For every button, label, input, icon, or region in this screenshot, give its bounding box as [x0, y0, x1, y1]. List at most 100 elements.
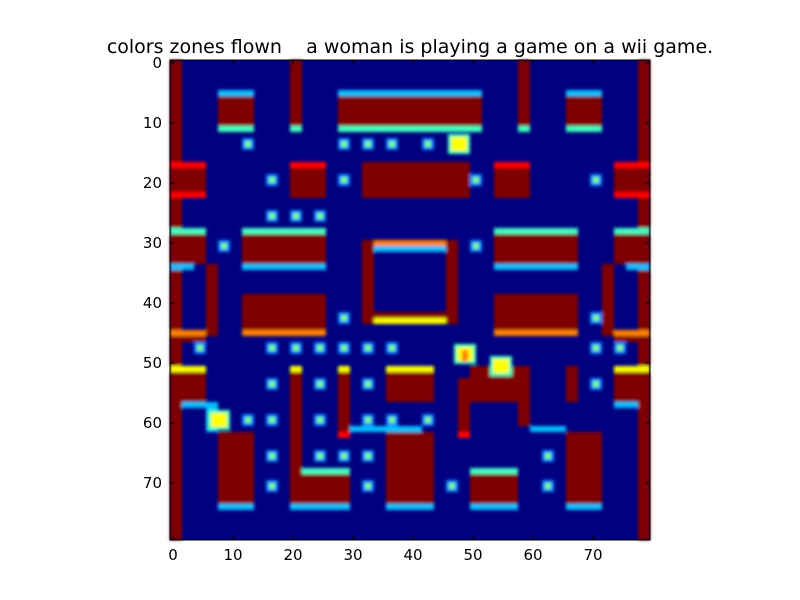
x-tick-label: 60 [523, 546, 542, 564]
wall-edge [374, 318, 446, 324]
game-frame [169, 59, 651, 541]
wall-edge [290, 504, 350, 510]
wall-edge [218, 90, 254, 96]
pellet [269, 381, 275, 387]
wall-block [362, 162, 470, 198]
wall-edge [374, 246, 446, 252]
pellet [389, 141, 395, 147]
pellet [269, 453, 275, 459]
pellet [269, 213, 275, 219]
x-tick-label: 40 [403, 546, 422, 564]
pellet [341, 315, 347, 321]
y-tick-label: 0 [152, 54, 162, 72]
wall-edge [494, 162, 530, 168]
wall-edge [338, 90, 482, 96]
pellet [365, 453, 371, 459]
wall-edge [170, 192, 206, 198]
pellet [317, 417, 323, 423]
sprite-layer [208, 134, 512, 430]
wall-block [518, 366, 530, 426]
wall-edge [626, 264, 650, 270]
wall-block [458, 378, 470, 438]
wall-edge [338, 432, 350, 438]
x-tick-label: 0 [168, 546, 178, 564]
pellet [293, 213, 299, 219]
wall-edge [458, 432, 470, 438]
x-tick-label: 70 [583, 546, 602, 564]
wall-edge [290, 126, 302, 132]
wall-edge [242, 264, 326, 270]
pellet [341, 453, 347, 459]
wall-edge [290, 366, 302, 372]
axes-frame [169, 59, 651, 541]
pellet [593, 177, 599, 183]
pellet [269, 417, 275, 423]
pellet-layer [194, 138, 626, 492]
pellet [221, 243, 227, 249]
y-axis: 0 10 20 30 40 50 60 70 [143, 54, 650, 492]
wall-block [290, 60, 302, 126]
wall-edge [170, 366, 206, 372]
wall-edge [242, 330, 326, 336]
pellet [317, 381, 323, 387]
maze-scene [170, 60, 650, 540]
pellet [365, 417, 371, 423]
pellet [365, 483, 371, 489]
wall-edge [494, 264, 578, 270]
x-tick-label: 50 [463, 546, 482, 564]
pellet [269, 483, 275, 489]
pellet [341, 177, 347, 183]
wall-block [518, 60, 530, 126]
wall-edge [218, 504, 254, 510]
wall-edge [338, 366, 350, 372]
wall-edge [302, 468, 350, 474]
pellet [617, 345, 623, 351]
wall-block [218, 432, 254, 504]
wall-edge [470, 468, 518, 474]
wall-edge [566, 126, 602, 132]
wall-edge [218, 126, 254, 132]
pacman-sprite [451, 137, 467, 151]
ghost-left-sprite [211, 413, 227, 427]
wall-block [290, 366, 302, 468]
pellet [389, 345, 395, 351]
wall-edge [386, 504, 434, 510]
wall-edge [614, 330, 650, 336]
pellet [545, 483, 551, 489]
x-axis: 0 10 20 30 40 50 60 70 [168, 60, 603, 564]
pellet [365, 141, 371, 147]
wall-edge [386, 366, 434, 372]
pellet [341, 345, 347, 351]
y-tick-label: 50 [143, 354, 162, 372]
wall-edge [614, 162, 650, 168]
y-tick-label: 40 [143, 294, 162, 312]
wall-block [638, 60, 650, 540]
wall-edge [614, 228, 650, 234]
wall-block [338, 366, 350, 438]
wall-edge [350, 426, 422, 432]
wall-block [362, 240, 374, 324]
pellet [245, 417, 251, 423]
wall-edge [242, 228, 326, 234]
wall-block [566, 366, 578, 402]
wall-edge [566, 90, 602, 96]
y-tick-label: 10 [143, 114, 162, 132]
wall-block [242, 294, 326, 330]
wall-edge [494, 330, 578, 336]
y-tick-label: 60 [143, 414, 162, 432]
wall-edge [338, 126, 482, 132]
y-tick-label: 70 [143, 474, 162, 492]
ghost-center-mark [462, 350, 468, 362]
wall-block [494, 294, 578, 330]
wall-edge [614, 402, 638, 408]
wall-edge [374, 240, 446, 246]
pellet [545, 453, 551, 459]
x-tick-label: 20 [283, 546, 302, 564]
pellet [317, 453, 323, 459]
pellet [269, 177, 275, 183]
wall-edge [566, 504, 602, 510]
pellet [197, 345, 203, 351]
pellet [365, 381, 371, 387]
pellet [317, 345, 323, 351]
